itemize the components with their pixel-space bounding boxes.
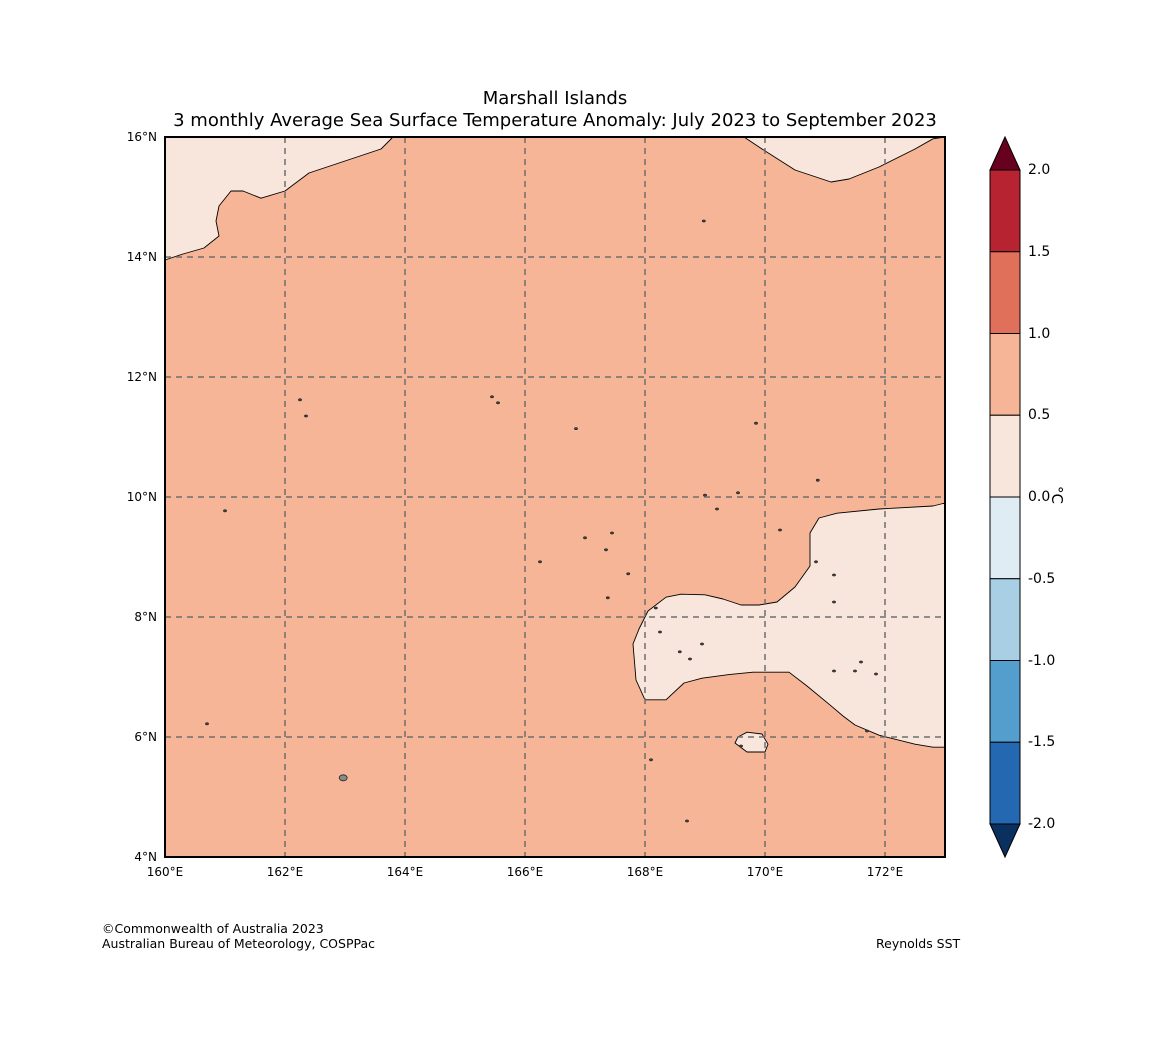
atoll-outline — [703, 493, 707, 497]
map-subtitle: 3 monthly Average Sea Surface Temperatur… — [173, 110, 937, 131]
colorbar-max-extension — [989, 135, 1021, 171]
colorbar-band — [989, 333, 1021, 416]
atoll-outline — [814, 560, 818, 564]
atoll-outline — [605, 596, 610, 600]
atoll-outline — [739, 744, 743, 748]
atoll-outline — [304, 414, 308, 418]
colorbar-band — [989, 578, 1021, 661]
longitude-tick-label: 162°E — [267, 865, 304, 879]
southeast-low-anomaly-region — [632, 502, 946, 748]
colorbar-band — [989, 169, 1021, 253]
longitude-tick-label: 168°E — [627, 865, 664, 879]
colorbar-band — [989, 660, 1021, 743]
atoll-outline — [205, 722, 209, 726]
latitude-tick-label: 4°N — [134, 850, 157, 864]
atoll-outline — [298, 398, 302, 402]
atoll-outline — [778, 528, 782, 532]
atoll-outline — [832, 600, 836, 604]
latitude-tick-label: 6°N — [134, 730, 157, 744]
colorbar-tick-label: 2.0 — [1028, 162, 1051, 178]
atoll-outline — [574, 427, 578, 431]
longitude-tick-label: 166°E — [507, 865, 544, 879]
atoll-outline — [832, 669, 836, 673]
latitude-tick-label: 8°N — [134, 610, 157, 624]
atoll-outline — [626, 572, 631, 576]
colorbar-tick-label: 1.0 — [1028, 325, 1051, 342]
colorbar-tick-label: 0.0 — [1028, 489, 1051, 505]
atoll-outline — [859, 660, 863, 664]
colorbar-band — [989, 496, 1021, 580]
longitude-tick-label: 160°E — [147, 865, 184, 879]
atoll-outline — [538, 560, 542, 564]
atoll-outline — [754, 421, 758, 425]
colorbar-band — [989, 741, 1021, 825]
atoll-outline — [610, 531, 614, 535]
colorbar-tick-label: 0.5 — [1028, 407, 1051, 424]
atoll-outline — [583, 536, 587, 540]
colorbar-band — [989, 414, 1021, 498]
kosrae-island — [338, 774, 348, 782]
atoll-outline — [701, 219, 706, 223]
atoll-outline — [874, 672, 878, 676]
colorbar-tick-label: 1.5 — [1028, 243, 1051, 260]
longitude-tick-label: 170°E — [747, 865, 784, 879]
latitude-tick-label: 16°N — [127, 130, 157, 144]
atoll-outline — [832, 573, 836, 577]
atoll-outline — [853, 669, 857, 673]
atoll-outline — [715, 507, 719, 511]
atoll-outline — [815, 478, 820, 482]
colorbar-unit-label: °C — [1048, 486, 1066, 504]
agency-text: Australian Bureau of Meteorology, COSPPa… — [102, 936, 375, 951]
colorbar-tick-label: -2.0 — [1028, 816, 1056, 832]
map-title: Marshall Islands — [482, 88, 628, 109]
atoll-outline — [688, 657, 692, 661]
map-plot-area: 160°E 162°E 164°E 166°E 168°E 170°E 172°E 4°N 6°… — [127, 130, 946, 879]
colorbar — [989, 135, 1021, 859]
atoll-outline — [223, 509, 227, 513]
colorbar-tick-label: -1.5 — [1028, 734, 1056, 751]
longitude-tick-label: 172°E — [867, 865, 904, 879]
copyright-text: ©Commonwealth of Australia 2023 — [102, 921, 324, 936]
atoll-outline — [604, 548, 608, 552]
atoll-outline — [496, 401, 500, 405]
atoll-outline — [649, 758, 653, 762]
map-frame — [164, 136, 946, 858]
atoll-outline — [865, 729, 869, 733]
colorbar-tick-label: -0.5 — [1028, 570, 1056, 587]
latitude-tick-label: 12°N — [127, 370, 157, 384]
atoll-outline — [685, 819, 689, 823]
colorbar-min-extension — [989, 823, 1021, 859]
longitude-tick-label: 164°E — [387, 865, 424, 879]
atoll-outline — [677, 650, 682, 654]
data-source-text: Reynolds SST — [876, 936, 961, 951]
atoll-outline — [658, 630, 662, 634]
colorbar-band — [989, 251, 1021, 334]
atoll-outline — [700, 642, 704, 646]
northwest-low-anomaly-region — [164, 136, 394, 261]
latitude-tick-label: 10°N — [127, 490, 157, 504]
atoll-outline — [736, 491, 740, 495]
latitude-tick-label: 14°N — [127, 250, 157, 264]
atoll-outline — [653, 606, 658, 610]
atoll-outline — [490, 395, 494, 399]
colorbar-tick-label: -1.0 — [1028, 652, 1056, 669]
